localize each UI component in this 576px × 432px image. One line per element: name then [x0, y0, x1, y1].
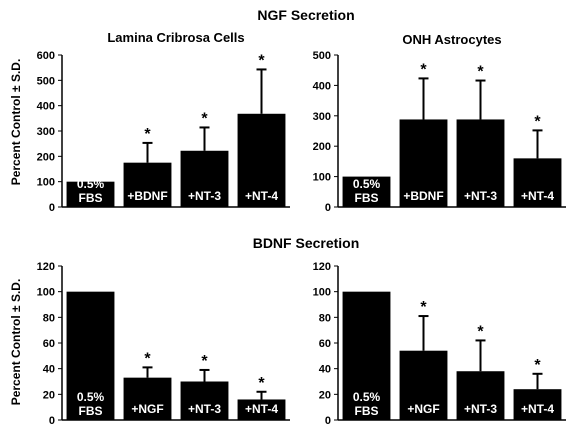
category-label: +BDNF	[127, 189, 167, 203]
category-label: FBS	[79, 404, 103, 418]
y-tick-label: 120	[37, 261, 55, 273]
y-tick-label: 80	[43, 312, 55, 324]
bar	[399, 350, 448, 420]
category-label: +NT-4	[245, 402, 278, 416]
category-label: +NT-3	[188, 189, 221, 203]
significance-star: *	[420, 299, 427, 316]
bar	[180, 150, 229, 207]
y-tick-label: 200	[37, 151, 55, 163]
y-tick-label: 100	[37, 287, 55, 299]
y-tick-label: 80	[319, 312, 331, 324]
category-label: +NGF	[407, 402, 439, 416]
y-tick-label: 40	[43, 364, 55, 376]
chart-panels: Lamina Cribrosa Cells0100200300400500600…	[37, 30, 566, 427]
y-tick-label: 60	[319, 338, 331, 350]
category-label: +NT-3	[188, 402, 221, 416]
significance-star: *	[201, 110, 208, 127]
significance-star: *	[420, 61, 427, 78]
category-label: +NT-3	[464, 402, 497, 416]
bar	[399, 119, 448, 207]
y-tick-label: 120	[313, 261, 331, 273]
y-tick-label: 400	[37, 101, 55, 113]
bar	[513, 389, 562, 420]
chart-panel-3: 0 20 40 60 80 100 120 0.5%FBS * +NGF * +NT-3 * +NT-4	[313, 261, 566, 427]
category-label: 0.5%	[77, 390, 105, 404]
significance-star: *	[144, 126, 151, 143]
top-heading: NGF Secretion	[257, 7, 354, 23]
y-tick-label: 0	[49, 202, 55, 214]
significance-star: *	[534, 357, 541, 374]
category-label: 0.5%	[77, 177, 105, 191]
y-tick-label: 100	[313, 172, 331, 184]
bar	[342, 291, 391, 420]
y-tick-label: 20	[319, 389, 331, 401]
bar	[513, 158, 562, 207]
bar	[456, 371, 505, 420]
y-axis-label-bottom: Percent Control ± S.D.	[9, 279, 23, 406]
y-axis-label-top: Percent Control ± S.D.	[9, 59, 23, 186]
chart-panel-0: Lamina Cribrosa Cells 0 100 200 300 400 500 600…	[37, 30, 290, 214]
y-tick-label: 500	[37, 75, 55, 87]
significance-star: *	[477, 64, 484, 81]
bar	[342, 176, 391, 207]
bottom-heading: BDNF Secretion	[253, 235, 360, 251]
y-tick-label: 0	[325, 415, 331, 427]
significance-star: *	[201, 353, 208, 370]
y-tick-label: 60	[43, 338, 55, 350]
bar	[66, 291, 115, 420]
y-tick-label: 100	[313, 287, 331, 299]
chart-title: ONH Astrocytes	[402, 32, 501, 47]
y-tick-label: 100	[37, 177, 55, 189]
significance-star: *	[477, 323, 484, 340]
chart-panel-2: 0 20 40 60 80 100 120 0.5%FBS * +NGF * +NT-3 * +NT-4	[37, 261, 290, 427]
bar	[237, 113, 286, 207]
significance-star: *	[258, 52, 265, 69]
bar	[123, 377, 172, 420]
y-tick-label: 400	[313, 80, 331, 92]
significance-star: *	[258, 375, 265, 392]
y-tick-label: 40	[319, 364, 331, 376]
category-label: +NT-4	[245, 189, 278, 203]
category-label: +BDNF	[403, 189, 443, 203]
y-tick-label: 300	[313, 111, 331, 123]
y-tick-label: 20	[43, 389, 55, 401]
y-tick-label: 0	[49, 415, 55, 427]
chart-title: Lamina Cribrosa Cells	[107, 30, 244, 45]
category-label: +NT-4	[521, 189, 554, 203]
y-tick-label: 0	[325, 202, 331, 214]
bar	[180, 381, 229, 420]
category-label: 0.5%	[353, 177, 381, 191]
category-label: FBS	[355, 404, 379, 418]
bar	[237, 399, 286, 420]
y-tick-label: 600	[37, 50, 55, 62]
significance-star: *	[534, 113, 541, 130]
category-label: 0.5%	[353, 390, 381, 404]
chart-panel-1: ONH Astrocytes 0 100 200 300 400 500 0.5%FBS * +B…	[313, 32, 566, 214]
significance-star: *	[144, 350, 151, 367]
y-tick-label: 200	[313, 141, 331, 153]
y-tick-label: 300	[37, 126, 55, 138]
bar	[456, 119, 505, 207]
bar	[66, 181, 115, 207]
category-label: +NT-4	[521, 402, 554, 416]
category-label: +NT-3	[464, 189, 497, 203]
category-label: +NGF	[131, 402, 163, 416]
y-tick-label: 500	[313, 50, 331, 62]
category-label: FBS	[79, 191, 103, 205]
category-label: FBS	[355, 191, 379, 205]
bar	[123, 162, 172, 207]
